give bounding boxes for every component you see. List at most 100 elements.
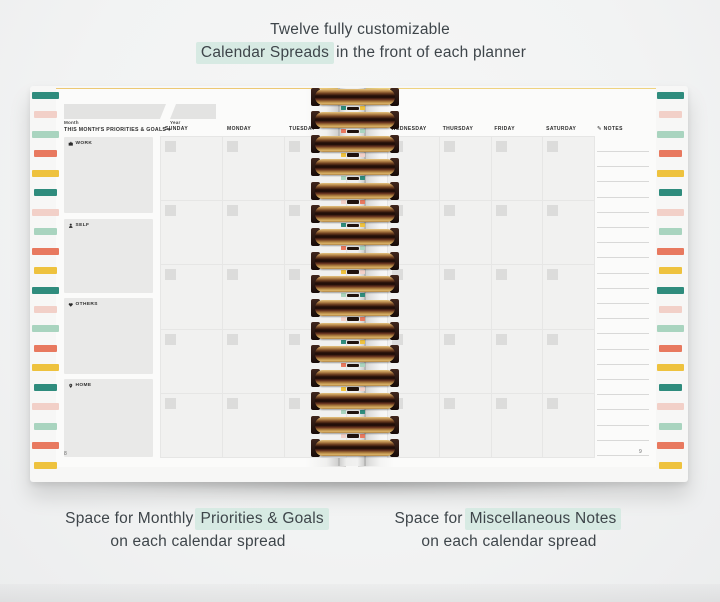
- spiral-coil: [315, 323, 395, 339]
- floor-shading: [0, 584, 720, 602]
- bottom-left-caption: Space for Monthly Priorities & Goals on e…: [38, 507, 358, 553]
- calendar-grid-right: [387, 136, 595, 458]
- page-edge-chip: [360, 363, 365, 368]
- notes-header: ✎ NOTES: [597, 126, 623, 132]
- page-edge-chip: [360, 176, 365, 181]
- page-edge-chip: [360, 340, 365, 344]
- coil-back-wire: [347, 434, 359, 438]
- calendar-spreads-highlight: Calendar Spreads: [195, 42, 335, 64]
- date-number-box: [443, 333, 455, 345]
- page-edge-chip: [360, 316, 365, 321]
- page-edge-chip: [360, 246, 365, 251]
- page-edge-chip: [341, 386, 346, 391]
- calendar-day-cell: [223, 137, 284, 201]
- date-number-box: [495, 397, 507, 409]
- calendar-day-cell: [388, 265, 439, 329]
- notes-ruled-line: [597, 455, 649, 456]
- day-header: THURSDAY: [442, 126, 474, 132]
- edge-stripe: [659, 111, 682, 119]
- notes-ruled-line: [597, 181, 649, 183]
- edge-stripe: [657, 325, 684, 333]
- edge-stripe: [34, 422, 57, 430]
- page-edge-chip: [341, 246, 346, 251]
- calendar-day-cell: [223, 201, 284, 265]
- page-edge-chip: [360, 410, 365, 415]
- spiral-coil: [315, 159, 395, 176]
- date-number-box: [289, 333, 300, 345]
- coil-back-wire: [347, 246, 359, 251]
- day-header: SATURDAY: [546, 126, 577, 132]
- top-caption-line2-rest: in the front of each planner: [336, 44, 527, 61]
- page-edge-chip: [341, 410, 346, 415]
- coil-back-wire: [347, 363, 359, 368]
- section-header: OTHERS: [64, 298, 153, 307]
- coil-back-wire: [347, 106, 359, 110]
- coil-back-wire: [347, 153, 359, 157]
- page-edge-chip: [341, 129, 346, 134]
- calendar-day-cell: [439, 265, 491, 329]
- day-header: TUESDAY: [289, 126, 316, 132]
- edge-stripe: [32, 442, 59, 450]
- date-number-box: [495, 141, 507, 152]
- date-number-box: [165, 333, 176, 345]
- bottom-left-line2: on each calendar spread: [110, 533, 286, 550]
- edge-stripe: [34, 267, 57, 275]
- top-caption: Twelve fully customizable Calendar Sprea…: [0, 18, 720, 64]
- spiral-coil: [315, 440, 395, 456]
- page-edge-chip: [341, 106, 346, 110]
- notes-ruled-line: [597, 287, 649, 289]
- top-caption-line2: Calendar Spreads in the front of each pla…: [0, 41, 720, 64]
- section-label: WORK: [75, 140, 93, 146]
- edge-stripe: [659, 267, 682, 275]
- calendar-day-cell: [543, 137, 594, 201]
- edge-stripe: [659, 383, 682, 391]
- coil-back-wire: [347, 317, 359, 321]
- calendar-day-cell: [161, 137, 222, 201]
- notes-ruled-line: [597, 303, 649, 304]
- section-header: WORK: [64, 137, 153, 146]
- date-number-box: [495, 205, 507, 217]
- edge-stripe: [657, 364, 684, 372]
- calendar-day-cell: [223, 329, 284, 393]
- section-label: SELF: [75, 222, 90, 228]
- edge-stripe: [659, 422, 682, 430]
- year-label: Year: [170, 120, 181, 125]
- section-header: SELF: [64, 219, 153, 228]
- edge-stripe: [657, 442, 684, 450]
- notes-label: NOTES: [603, 126, 623, 132]
- date-number-box: [227, 205, 238, 217]
- date-number-box: [227, 269, 238, 281]
- notes-ruled-line: [597, 272, 649, 274]
- calendar-day-cell: [491, 393, 543, 457]
- caption-text: Space for: [394, 510, 463, 527]
- calendar-day-cell: [223, 393, 284, 457]
- page-edge-chip: [360, 223, 365, 227]
- page-edge-chip: [341, 293, 346, 298]
- calendar-day-cell: [439, 329, 491, 393]
- day-header: SUNDAY: [165, 126, 189, 132]
- notes-ruled-line: [597, 151, 649, 152]
- page-edge-chip: [360, 106, 365, 110]
- spiral-coil: [315, 276, 395, 293]
- edge-stripe: [34, 383, 57, 391]
- date-number-box: [165, 397, 176, 409]
- notes-ruled-line: [597, 379, 649, 380]
- date-number-box: [165, 205, 176, 217]
- section-header: HOME: [64, 379, 153, 388]
- page-edge-chip: [341, 152, 346, 157]
- date-number-box: [547, 333, 559, 345]
- calendar-day-cell: [543, 265, 594, 329]
- day-header: FRIDAY: [494, 126, 515, 132]
- date-number-box: [289, 269, 300, 281]
- calendar-day-cell: [223, 265, 284, 329]
- briefcase-icon: [68, 141, 73, 146]
- edge-stripe: [32, 325, 59, 333]
- map-pin-icon: [68, 383, 72, 388]
- person-icon: [68, 223, 73, 228]
- calendar-day-cell: [491, 265, 543, 329]
- day-header: MONDAY: [227, 126, 252, 132]
- spiral-coil: [315, 299, 395, 316]
- date-number-box: [443, 397, 455, 409]
- edge-stripe: [659, 228, 682, 236]
- edge-stripe: [657, 92, 684, 99]
